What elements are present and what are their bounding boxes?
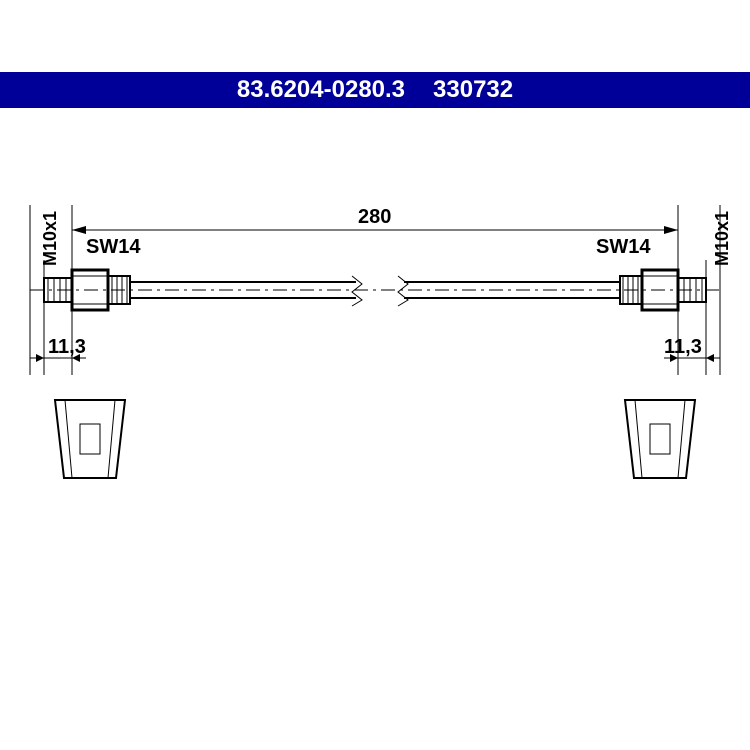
thread-spec-left: M10x1 bbox=[40, 211, 61, 266]
wrench-size-right: SW14 bbox=[596, 236, 650, 259]
detail-view-left bbox=[55, 400, 125, 478]
overall-length-value: 280 bbox=[358, 206, 391, 229]
detail-view-right bbox=[625, 400, 695, 478]
technical-drawing bbox=[0, 0, 750, 750]
left-tip-dim-value: 11,3 bbox=[48, 336, 86, 359]
right-tip-dim-value: 11,3 bbox=[664, 336, 702, 359]
wrench-size-left: SW14 bbox=[86, 236, 140, 259]
diagram-canvas: 83.6204-0280.3 330732 bbox=[0, 0, 750, 750]
hose-body bbox=[30, 276, 720, 306]
thread-spec-right: M10x1 bbox=[712, 211, 733, 266]
